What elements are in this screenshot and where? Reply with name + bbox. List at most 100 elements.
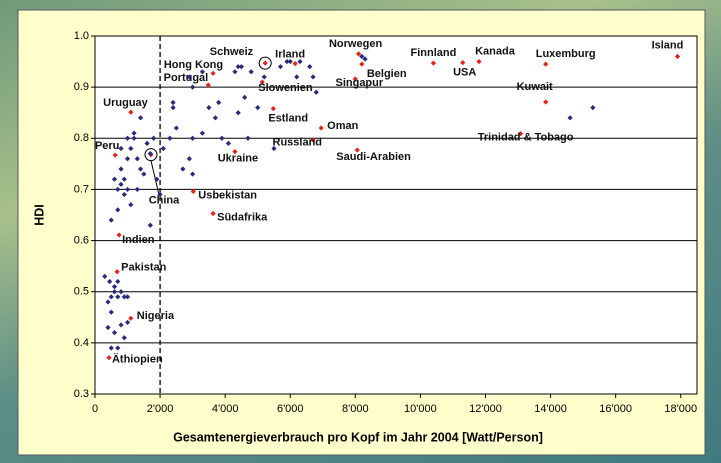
point-label: Äthiopien — [112, 353, 163, 366]
data-point — [297, 58, 303, 65]
data-point — [105, 299, 111, 305]
data-point — [118, 166, 124, 172]
data-point — [124, 156, 131, 162]
data-point — [318, 125, 324, 131]
data-point — [118, 322, 124, 328]
point-label: Island — [652, 39, 684, 51]
data-point — [111, 289, 118, 295]
data-point — [359, 53, 365, 60]
data-point — [107, 278, 113, 285]
y-tick-label: 0.9 — [74, 81, 89, 93]
data-point — [543, 61, 549, 67]
x-tick-label: 16'000 — [599, 403, 632, 415]
data-point — [124, 319, 131, 325]
data-point — [131, 135, 137, 141]
y-tick-label: 0.8 — [74, 132, 89, 144]
data-point — [567, 115, 573, 121]
data-point — [287, 58, 293, 65]
data-point — [141, 171, 147, 177]
data-point — [105, 324, 111, 331]
data-point — [232, 69, 238, 75]
data-point — [270, 106, 276, 112]
data-point — [674, 53, 681, 60]
data-point — [199, 69, 205, 75]
point-label: USA — [453, 67, 476, 79]
point-label: Luxemburg — [536, 48, 596, 60]
data-point — [111, 176, 118, 182]
data-point — [128, 202, 134, 208]
data-point — [186, 156, 192, 162]
highlight-circle — [258, 56, 272, 70]
data-point — [362, 56, 368, 62]
data-point — [310, 137, 316, 143]
data-point — [212, 115, 218, 121]
data-point — [115, 278, 121, 285]
data-point — [108, 345, 114, 351]
data-point — [355, 51, 362, 57]
data-point — [238, 64, 245, 70]
data-point — [134, 156, 140, 162]
data-point — [121, 294, 127, 300]
data-point — [134, 186, 140, 193]
data-point — [216, 99, 222, 106]
data-point — [118, 145, 124, 152]
x-tick-label: 4'000 — [212, 403, 239, 415]
data-point — [102, 273, 108, 279]
data-point — [543, 99, 549, 105]
data-point — [180, 166, 186, 172]
data-point — [261, 74, 267, 80]
data-point — [199, 130, 205, 136]
data-point — [147, 222, 153, 228]
data-point — [186, 74, 192, 80]
point-label: Portugal — [164, 72, 209, 84]
data-point — [206, 105, 212, 111]
data-point — [173, 125, 179, 131]
data-point — [112, 152, 118, 158]
data-point — [242, 94, 248, 100]
y-axis-title: HDI — [32, 204, 46, 226]
data-point — [232, 148, 238, 155]
data-point — [460, 59, 466, 66]
point-label: Peru — [95, 140, 119, 152]
x-tick-label: 14'000 — [534, 403, 567, 415]
data-point — [190, 188, 196, 195]
data-point — [205, 82, 211, 88]
point-label: Kanada — [475, 45, 516, 57]
data-point — [352, 76, 358, 82]
y-tick-label: 0.5 — [74, 286, 89, 298]
data-point — [108, 217, 114, 223]
point-label: Finnland — [411, 47, 457, 59]
data-point — [310, 74, 316, 80]
x-tick-label: 8'000 — [342, 403, 369, 415]
data-point — [248, 69, 254, 75]
data-point — [128, 315, 134, 321]
data-point — [154, 176, 160, 182]
data-point — [115, 186, 121, 193]
data-point — [277, 64, 284, 70]
x-tick-label: 0 — [92, 403, 98, 415]
leader-line — [150, 160, 160, 195]
x-axis-title: Gesamtenergieverbrauch pro Kopf im Jahr … — [173, 430, 543, 444]
x-tick-label: 18'000 — [664, 403, 697, 415]
data-point — [210, 210, 216, 217]
data-point — [518, 131, 524, 137]
point-label: Kuwait — [517, 81, 553, 93]
data-point — [160, 145, 166, 152]
data-point — [170, 105, 176, 111]
data-point — [124, 135, 131, 141]
data-point — [121, 335, 127, 341]
point-label: Slowenien — [258, 82, 313, 94]
data-point — [157, 191, 163, 198]
point-label: Usbekistan — [198, 189, 257, 201]
data-point — [147, 151, 153, 157]
data-point — [170, 99, 176, 106]
data-point — [271, 145, 277, 152]
data-point — [121, 176, 127, 182]
point-label: Saudi-Arabien — [336, 151, 411, 163]
data-point — [115, 207, 121, 213]
data-point — [259, 79, 265, 85]
y-tick-label: 0.7 — [74, 183, 89, 195]
data-point — [114, 269, 120, 275]
data-point — [307, 64, 313, 70]
